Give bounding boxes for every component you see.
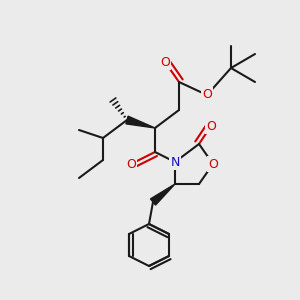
Polygon shape — [151, 184, 175, 205]
Text: O: O — [126, 158, 136, 170]
Text: O: O — [206, 119, 216, 133]
Text: O: O — [208, 158, 218, 170]
Text: N: N — [170, 155, 180, 169]
Text: O: O — [160, 56, 170, 68]
Polygon shape — [126, 116, 155, 128]
Text: O: O — [202, 88, 212, 101]
